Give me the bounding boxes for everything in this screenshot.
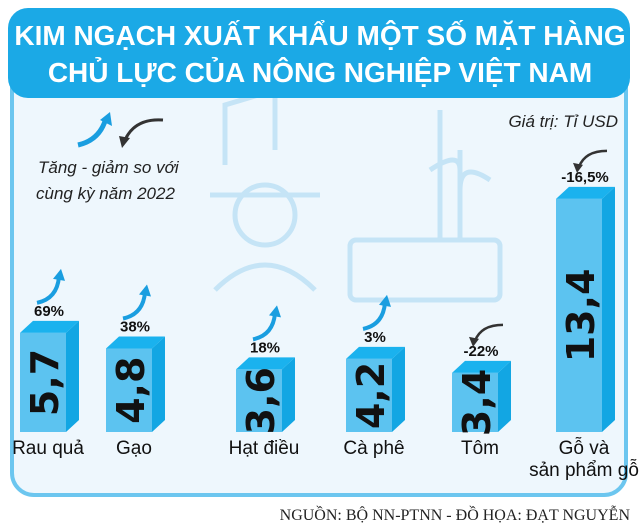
- source-credit: NGUỒN: BỘ NN-PTNN - ĐỒ HỌA: ĐẠT NGUYỄN: [280, 504, 631, 524]
- up-arrowhead-icon: [269, 305, 281, 318]
- bar: [20, 332, 66, 432]
- bar-top: [452, 360, 511, 373]
- change-label: -22%: [463, 343, 498, 360]
- bar: [236, 369, 282, 432]
- bar-side: [66, 320, 79, 432]
- change-label: 3%: [364, 329, 386, 346]
- category-label: Gỗ và: [559, 437, 610, 459]
- up-arrow-icon: [362, 302, 387, 331]
- title-line-2: CHỦ LỰC CỦA NÔNG NGHIỆP VIỆT NAM: [48, 56, 592, 88]
- farmer-illustration: [210, 86, 503, 303]
- category-label: Gạo: [116, 438, 152, 459]
- bar-side: [392, 346, 405, 432]
- bar-side: [152, 336, 165, 432]
- unit-label: Giá trị: Tỉ USD: [508, 112, 618, 131]
- title-banner: [8, 8, 630, 98]
- bar-side: [282, 357, 295, 432]
- bar-value-label: 4,8: [109, 357, 153, 424]
- bar: [452, 372, 498, 432]
- up-arrow-icon: [36, 276, 61, 305]
- category-label: sản phẩm gỗ: [529, 459, 639, 481]
- bar: [106, 348, 152, 432]
- bar: [346, 358, 392, 432]
- bar-top: [106, 336, 165, 349]
- bar-top: [236, 357, 295, 370]
- down-arrowhead-icon: [573, 162, 583, 173]
- category-label: Hạt điều: [229, 438, 300, 459]
- category-label: Cà phê: [343, 438, 404, 459]
- down-arrowhead-icon: [469, 336, 479, 347]
- legend-line-1: Tăng - giảm so với: [38, 158, 180, 177]
- bar-side: [602, 186, 615, 432]
- chart-frame: [10, 38, 628, 497]
- bar-side: [498, 360, 511, 432]
- category-label: Rau quả: [12, 438, 84, 459]
- up-arrowhead-icon: [379, 294, 391, 307]
- bar-top: [20, 320, 79, 333]
- bar-top: [556, 186, 615, 199]
- category-label: Tôm: [461, 438, 499, 459]
- bar-top: [346, 346, 405, 359]
- bar-value-label: 4,2: [349, 362, 393, 429]
- bar-value-label: 5,7: [23, 349, 67, 416]
- legend-line-2: cùng kỳ năm 2022: [36, 184, 175, 203]
- up-arrow-icon: [252, 313, 277, 342]
- change-label: -16,5%: [561, 169, 609, 186]
- change-label: 18%: [250, 339, 280, 356]
- up-arrow-icon: [122, 292, 147, 321]
- up-arrowhead-icon: [139, 284, 151, 297]
- bar-value-label: 3,6: [239, 367, 283, 434]
- bar-value-label: 3,4: [455, 369, 499, 436]
- bar-value-label: 13,4: [559, 269, 603, 363]
- legend-up-arrowhead-icon: [100, 112, 112, 126]
- up-arrowhead-icon: [53, 268, 65, 281]
- legend-down-arrow-icon: [123, 118, 164, 141]
- title-line-1: KIM NGẠCH XUẤT KHẨU MỘT SỐ MẶT HÀNG: [14, 19, 625, 51]
- change-label: 69%: [34, 303, 64, 320]
- change-label: 38%: [120, 318, 150, 335]
- bar: [556, 198, 602, 432]
- legend-down-arrowhead-icon: [119, 136, 130, 148]
